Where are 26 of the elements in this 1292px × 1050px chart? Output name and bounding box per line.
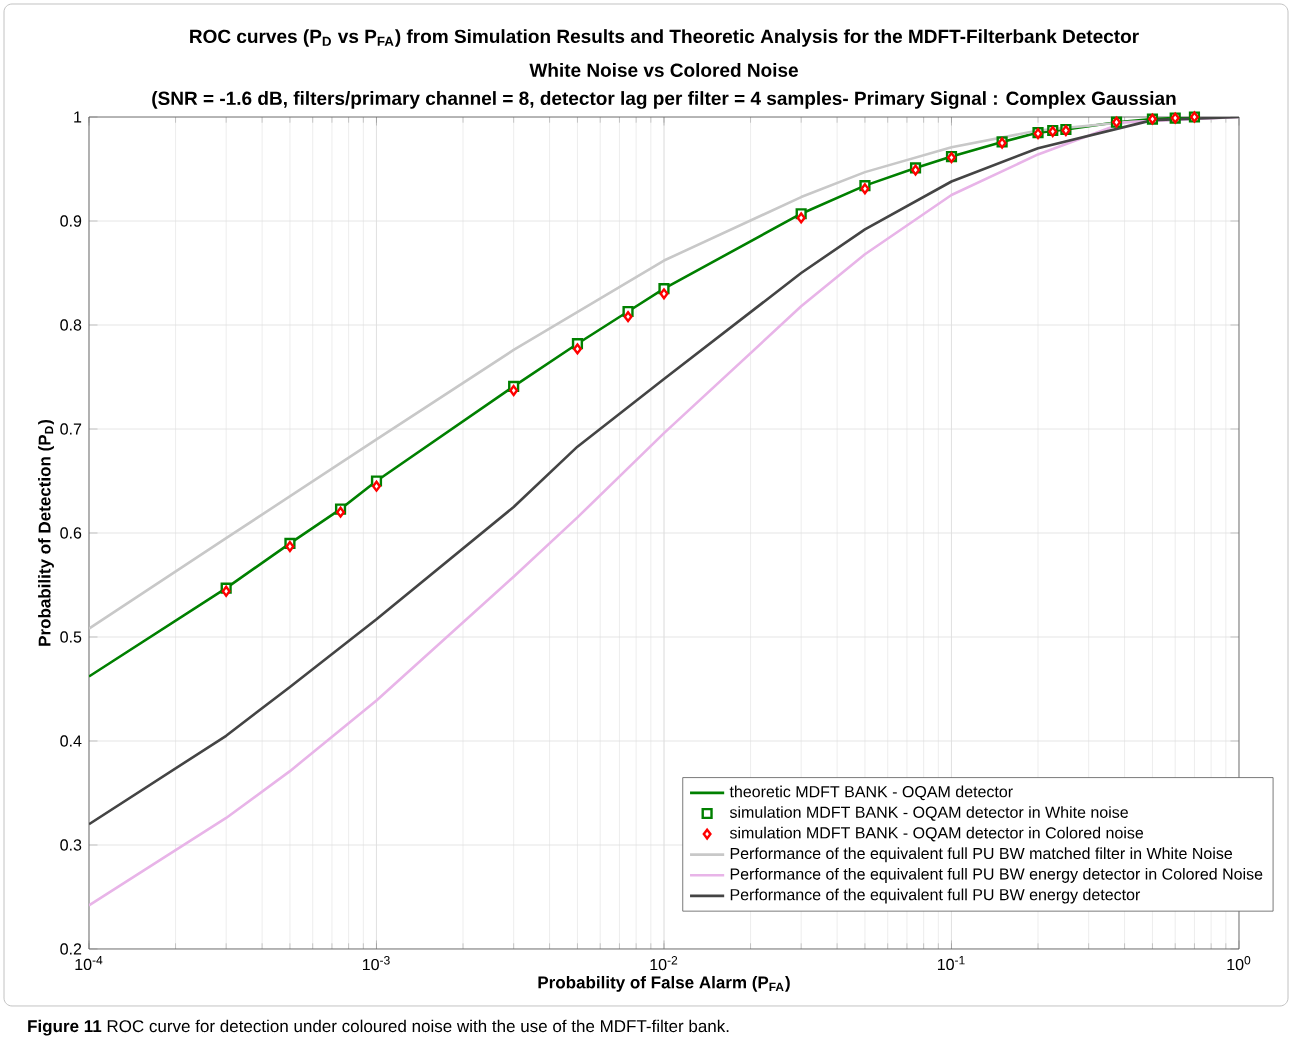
text: (SNR = -1.6 dB, filters/primary channel = 8, detector lag per filter = 4 samples- Primary Signal : Complex Gaussian — [152, 91, 1176, 109]
y-axis-title: Probability of Detection (P$_{D}$) — [38, 419, 54, 646]
legend-label: Performance of the equivalent full PU BW matched filter in White Noise — [730, 847, 1233, 863]
y-tick-label: 0.3 — [60, 839, 82, 851]
y-tick-label: 0.4 — [60, 735, 82, 747]
y-tick-label: 1 — [74, 111, 82, 123]
x-axis-title: Probability of False Alarm (P$_{FA}$) — [538, 975, 790, 992]
y-tick-label: 0.8 — [60, 319, 82, 331]
y-tick-label: 0.5 — [60, 631, 82, 643]
x-tick-label: 10$^{-1}$ — [937, 956, 965, 971]
legend-label: Performance of the equivalent full PU BW energy detector — [730, 888, 1141, 904]
chart-subtitle: White Noise vs Colored Noise — [529, 63, 798, 77]
x-tick-label: 10$^{-4}$ — [75, 956, 103, 971]
x-tick-label: 10$^{0}$ — [1227, 956, 1251, 971]
y-tick-label: 0.6 — [60, 527, 82, 539]
y-tick-label: 0.7 — [60, 423, 82, 435]
y-tick-label: 0.2 — [60, 943, 82, 955]
chart-title: ROC curves (P$_{D}$ vs P$_{FA}$) from Simulation Results and Theoretic Analysis for the MDFT-Filterbank Detector — [190, 29, 1139, 47]
legend-label: simulation MDFT BANK - OQAM detector in White noise — [729, 806, 1128, 821]
legend-label: Performance of the equivalent full PU BW energy detector in Colored Noise — [730, 867, 1263, 883]
text: Figure 11 ROC curve for detection under coloured noise with the use of the MDFT-filter bank. — [28, 1019, 729, 1036]
y-tick-label: 0.9 — [60, 215, 82, 227]
legend-label: simulation MDFT BANK - OQAM detector in Colored noise — [729, 826, 1144, 842]
x-tick-label: 10$^{-3}$ — [362, 956, 390, 971]
x-tick-label: 10$^{-2}$ — [650, 956, 678, 971]
legend-label: theoretic MDFT BANK - OQAM detector — [729, 785, 1013, 801]
